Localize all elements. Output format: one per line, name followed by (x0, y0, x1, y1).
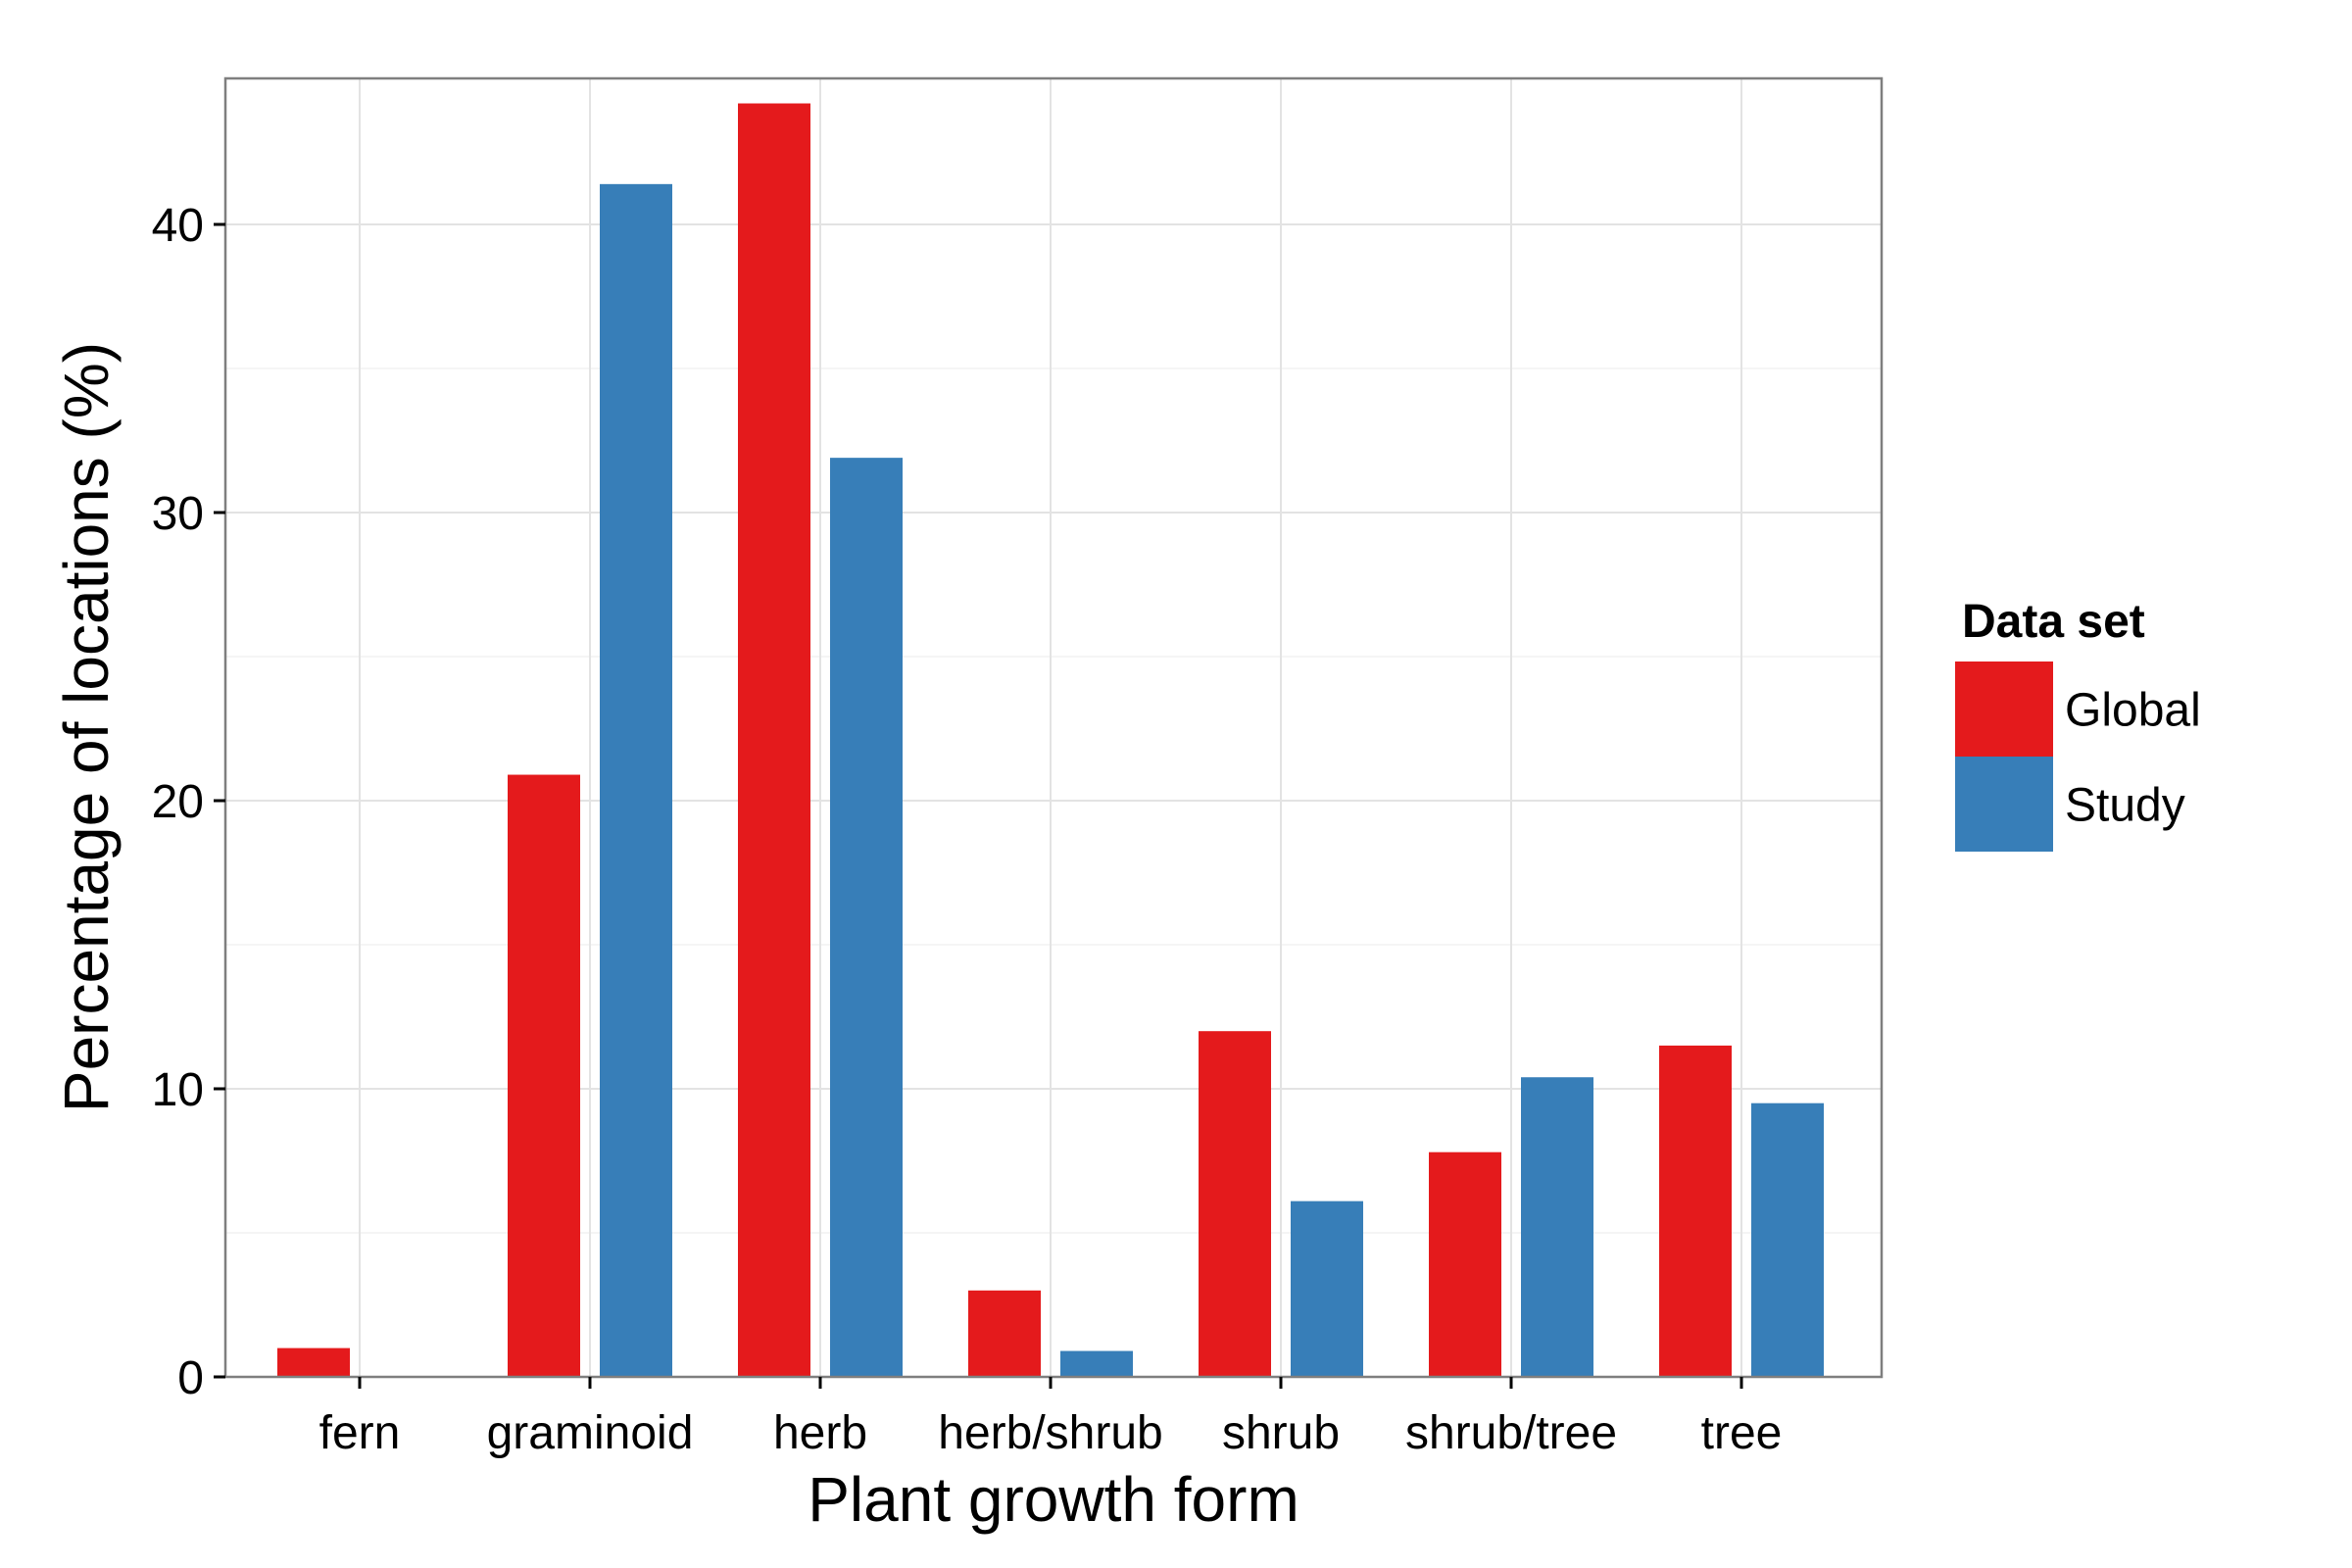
bar-global-herb (738, 103, 810, 1377)
x-tick-label: shrub/tree (1405, 1407, 1617, 1459)
legend-key-global (1955, 662, 2053, 757)
y-tick-label: 20 (152, 776, 204, 828)
x-tick-label: fern (319, 1407, 401, 1459)
bar-study-graminoid (600, 183, 672, 1378)
x-tick-label: graminoid (487, 1407, 694, 1459)
bar-global-shrub (1199, 1031, 1271, 1377)
legend-items: Global Study (1955, 662, 2201, 852)
y-tick-label: 40 (152, 200, 204, 252)
bar-global-tree (1659, 1045, 1732, 1377)
y-tick-label: 30 (152, 488, 204, 540)
x-tick-label: shrub (1222, 1407, 1340, 1459)
legend-label-global: Global (2065, 685, 2201, 737)
legend-key-study (1955, 757, 2053, 852)
y-tick-label: 0 (177, 1352, 204, 1404)
x-axis-title: Plant growth form (808, 1464, 1299, 1535)
x-tick-label: tree (1701, 1407, 1783, 1459)
legend: Data set Global Study (1955, 596, 2201, 852)
bars (277, 103, 1824, 1378)
bar-global-graminoid (508, 774, 580, 1377)
bar-study-herb (830, 458, 903, 1377)
bar-global-fern (277, 1348, 350, 1377)
bar-global-shrub-tree (1429, 1152, 1501, 1377)
bar-study-herb-shrub (1060, 1350, 1133, 1377)
y-axis-title: Percentage of locations (%) (51, 342, 122, 1112)
bar-study-shrub-tree (1521, 1077, 1593, 1377)
plot-border (223, 76, 1884, 1379)
legend-label-study: Study (2065, 780, 2185, 832)
x-tick-label: herb (773, 1407, 867, 1459)
x-tick-label: herb/shrub (938, 1407, 1162, 1459)
bar-study-tree (1751, 1102, 1824, 1377)
bar-global-herb-shrub (968, 1290, 1041, 1377)
plot-panel (225, 78, 1882, 1377)
axis-ticks: 0 10 20 30 40 fern graminoid herb herb/shrub shru… (152, 200, 1783, 1459)
legend-title: Data set (1962, 596, 2145, 648)
y-tick-label: 10 (152, 1064, 204, 1116)
bar-study-shrub (1291, 1200, 1363, 1377)
